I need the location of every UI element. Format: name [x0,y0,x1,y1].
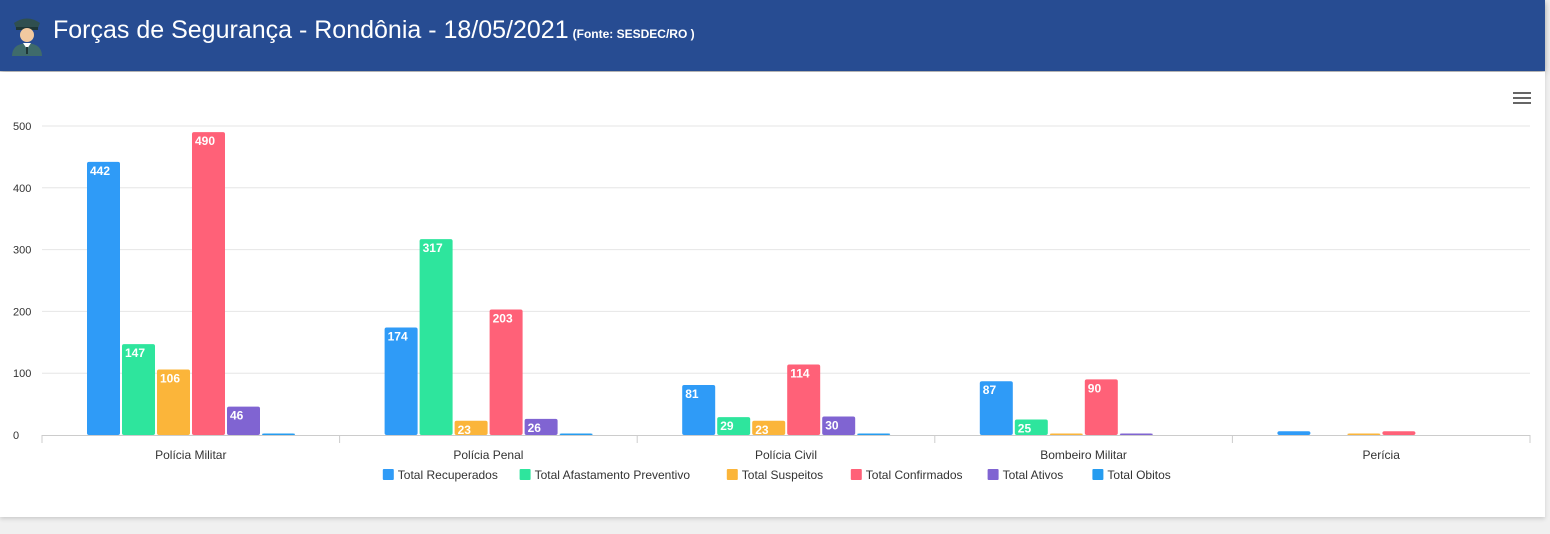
x-tick-label: Bombeiro Militar [1040,448,1127,462]
bar[interactable] [1084,379,1118,435]
y-tick-label: 400 [13,183,31,195]
data-label: 442 [90,164,110,178]
legend-swatch[interactable] [382,469,394,480]
data-label: 46 [230,409,244,423]
bar[interactable] [122,344,155,435]
bar[interactable] [489,309,523,435]
data-label: 6 [1280,433,1287,447]
data-label: 6 [1385,433,1392,447]
legend-swatch[interactable] [1092,469,1104,480]
y-tick-label: 500 [13,121,31,133]
legend-swatch[interactable] [987,469,999,480]
bar[interactable] [227,406,260,435]
data-label: 317 [423,241,443,255]
bar[interactable] [1119,433,1153,436]
legend-label[interactable]: Total Ativos [1003,468,1064,482]
data-label: 30 [825,418,839,432]
y-tick-label: 200 [13,306,31,318]
data-label: 25 [1018,422,1032,436]
data-label: 90 [1088,381,1102,395]
data-label: 87 [983,383,997,397]
legend-label[interactable]: Total Confirmados [866,468,963,482]
legend-label[interactable]: Total Obitos [1107,468,1170,482]
bar[interactable] [454,420,488,435]
data-label: 203 [493,312,513,326]
bar[interactable] [857,433,891,436]
bar[interactable] [682,384,716,435]
x-tick-label: Perícia [1363,448,1401,462]
data-label: 23 [458,423,472,437]
y-tick-label: 0 [13,430,19,442]
bar[interactable] [752,420,786,435]
bar[interactable] [1014,419,1048,435]
bar[interactable] [262,433,295,436]
bar[interactable] [192,132,225,435]
bar[interactable] [87,161,120,435]
source-note: (Fonte: SESDEC/RO ) [572,27,695,41]
data-label: 490 [195,134,215,148]
x-tick-label: Polícia Penal [453,448,523,462]
bar[interactable] [1277,431,1311,435]
hamburger-menu-icon[interactable] [1513,92,1531,106]
data-label: 29 [720,419,734,433]
y-tick-label: 100 [13,368,31,380]
data-label: 26 [528,421,542,435]
data-label: 106 [160,371,180,385]
chart-panel [0,72,1545,517]
bar[interactable] [717,417,751,435]
police-officer-icon [12,18,42,56]
header-bar: Forças de Segurança - Rondônia - 18/05/2… [0,0,1545,71]
legend-swatch[interactable] [726,469,738,480]
page-title-text: Forças de Segurança - Rondônia - 18/05/2… [53,16,569,44]
bar[interactable] [1382,431,1416,435]
bar[interactable] [419,239,453,435]
bar[interactable] [979,381,1013,435]
data-label: 174 [388,329,408,343]
y-tick-label: 300 [13,245,31,257]
bar[interactable] [157,369,190,435]
bar[interactable] [524,418,558,435]
data-label: 114 [790,367,810,381]
bar[interactable] [384,327,418,435]
legend-swatch[interactable] [850,469,862,480]
data-label: 23 [755,423,769,437]
legend-label[interactable]: Total Recuperados [398,468,498,482]
bar[interactable] [822,416,856,435]
data-label: 81 [685,387,699,401]
page-title: Forças de Segurança - Rondônia - 18/05/2… [53,16,695,45]
bar[interactable] [1347,433,1381,436]
bar[interactable] [559,433,593,436]
x-tick-label: Polícia Civil [755,448,817,462]
x-tick-label: Polícia Militar [155,448,226,462]
bar[interactable] [787,364,821,435]
data-label: 147 [125,346,145,360]
legend-label[interactable]: Total Suspeitos [742,468,823,482]
legend-label[interactable]: Total Afastamento Preventivo [535,468,691,482]
bar[interactable] [1049,433,1083,436]
legend-swatch[interactable] [519,469,531,480]
